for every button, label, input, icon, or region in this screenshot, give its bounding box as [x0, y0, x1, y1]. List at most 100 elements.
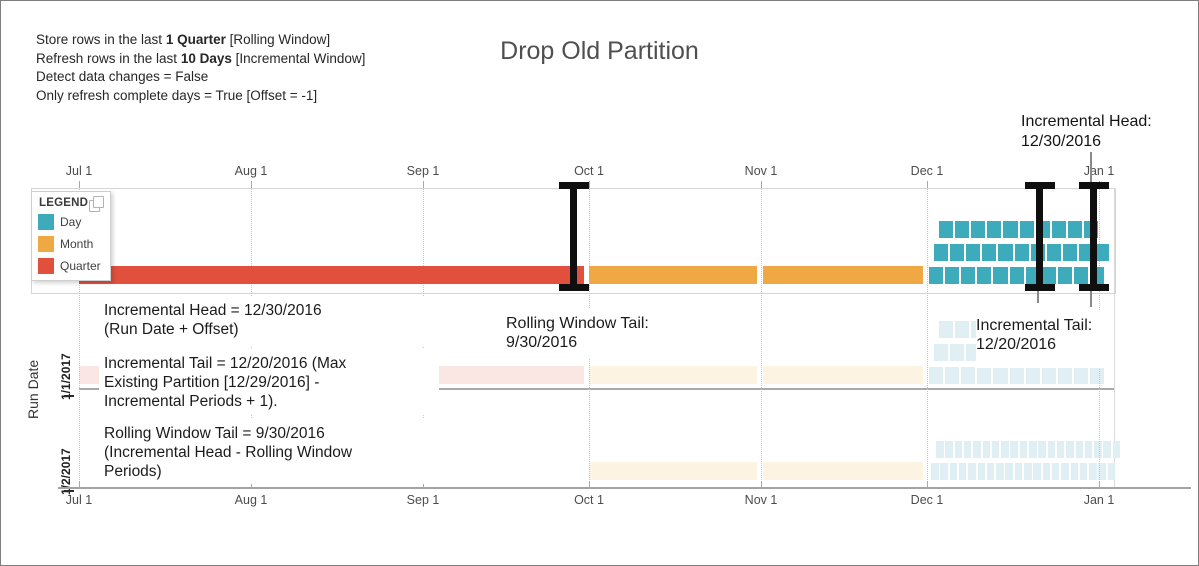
incremental-tail-handle	[1025, 182, 1055, 291]
day-square-faded	[1042, 463, 1051, 480]
month-bar-faded	[589, 366, 757, 384]
legend-item-label: Month	[60, 237, 94, 251]
day-square-faded	[940, 463, 948, 480]
page-title: Drop Old Partition	[500, 37, 699, 65]
month-label-top: Jan 1	[1083, 164, 1115, 178]
legend-copy-icon[interactable]	[89, 196, 104, 212]
day-square-faded	[973, 441, 981, 458]
axis-tick-bottom	[1099, 481, 1100, 488]
month-label-bottom: Aug 1	[234, 493, 268, 507]
day-square-faded	[958, 463, 967, 480]
day-swatch	[38, 214, 54, 230]
month-label-bottom: Nov 1	[744, 493, 778, 507]
month-label-top: Nov 1	[744, 164, 778, 178]
run-row-tick	[64, 395, 74, 397]
day-square-faded	[939, 321, 954, 338]
day-square	[1003, 221, 1018, 238]
day-square	[929, 267, 944, 284]
month-gridline	[927, 189, 928, 488]
day-square	[977, 267, 992, 284]
day-square	[961, 267, 976, 284]
month-bar-oct	[589, 266, 757, 284]
day-square-faded	[968, 463, 976, 480]
day-square	[1041, 267, 1056, 284]
axis-tick-bottom	[79, 481, 80, 488]
day-square-faded	[986, 463, 995, 480]
day-square	[966, 244, 981, 261]
day-square-faded	[1075, 441, 1083, 458]
day-square-faded	[929, 367, 944, 384]
day-square	[1073, 267, 1089, 284]
day-square-faded	[954, 441, 963, 458]
month-label-bottom: Sep 1	[406, 493, 440, 507]
run-date-axis-label: Run Date	[25, 359, 41, 419]
day-square-faded	[1014, 463, 1023, 480]
config-text-block: Store rows in the last 1 Quarter [Rollin…	[36, 31, 365, 105]
rolling-window-tail-handle	[559, 182, 589, 291]
day-square-faded	[1094, 441, 1102, 458]
incremental-tail-callout: Incremental Tail: 12/20/2016	[976, 311, 1114, 368]
day-square	[1051, 221, 1066, 238]
day-square-faded	[1107, 463, 1116, 480]
legend-title: LEGEND	[39, 197, 89, 209]
axis-tick-top	[423, 181, 424, 188]
day-square	[1062, 244, 1077, 261]
month-bar-faded	[763, 462, 923, 480]
day-square-faded	[1089, 463, 1097, 480]
incremental-head-callout: Incremental Head: 12/30/2016	[1021, 112, 1152, 152]
legend-item-label: Quarter	[60, 259, 101, 273]
plot-right-border	[1114, 188, 1115, 488]
day-square-faded	[977, 463, 985, 480]
quarter-swatch	[38, 258, 54, 274]
annotation-incremental-tail: Incremental Tail = 12/20/2016 (Max Exist…	[99, 349, 439, 414]
day-square-faded	[1033, 463, 1041, 480]
day-square-faded	[934, 344, 949, 361]
annotation-rolling-window-tail: Rolling Window Tail = 9/30/2016 (Increme…	[99, 419, 439, 484]
day-square-faded	[1001, 441, 1009, 458]
quarter-bar	[79, 266, 584, 284]
day-square	[971, 221, 986, 238]
day-square-faded	[963, 441, 972, 458]
day-square-faded	[993, 367, 1008, 384]
legend-item: Month	[38, 236, 104, 252]
axis-tick-bottom	[927, 481, 928, 488]
day-square-faded	[1009, 367, 1024, 384]
day-square-faded	[1057, 367, 1072, 384]
day-square-faded	[1079, 463, 1088, 480]
marker-stub	[1037, 291, 1039, 303]
day-square	[945, 267, 960, 284]
day-square-faded	[977, 367, 992, 384]
month-label-bottom: Dec 1	[910, 493, 944, 507]
day-square-faded	[996, 463, 1004, 480]
day-square	[939, 221, 954, 238]
axis-tick-top	[79, 181, 80, 188]
day-square-faded	[1019, 441, 1028, 458]
day-square	[993, 267, 1008, 284]
day-square-faded	[931, 463, 939, 480]
axis-tick-bottom	[423, 481, 424, 488]
month-label-bottom: Oct 1	[574, 493, 604, 507]
day-square-faded	[1029, 441, 1037, 458]
month-gridline	[79, 189, 80, 488]
axis-tick-top	[589, 181, 590, 188]
day-square-faded	[982, 441, 990, 458]
axis-tick-bottom	[589, 481, 590, 488]
day-square-faded	[1010, 441, 1018, 458]
day-square-faded	[1051, 463, 1060, 480]
day-square	[1078, 244, 1094, 261]
rolling-tail-callout: Rolling Window Tail: 9/30/2016	[506, 309, 696, 358]
axis-tick-bottom	[761, 481, 762, 488]
legend-item: Day	[38, 214, 104, 230]
month-gridline	[761, 189, 762, 488]
day-square-faded	[1090, 367, 1105, 384]
day-square	[950, 244, 965, 261]
month-label-top: Oct 1	[574, 164, 604, 178]
day-square-faded	[1041, 367, 1056, 384]
legend-item-label: Day	[60, 215, 82, 229]
day-square	[1057, 267, 1072, 284]
day-square-faded	[949, 463, 958, 480]
month-swatch	[38, 236, 54, 252]
offset-line: Only refresh complete days = True [Offse…	[36, 87, 318, 103]
day-square-faded	[1066, 441, 1074, 458]
day-square-faded	[1084, 441, 1093, 458]
